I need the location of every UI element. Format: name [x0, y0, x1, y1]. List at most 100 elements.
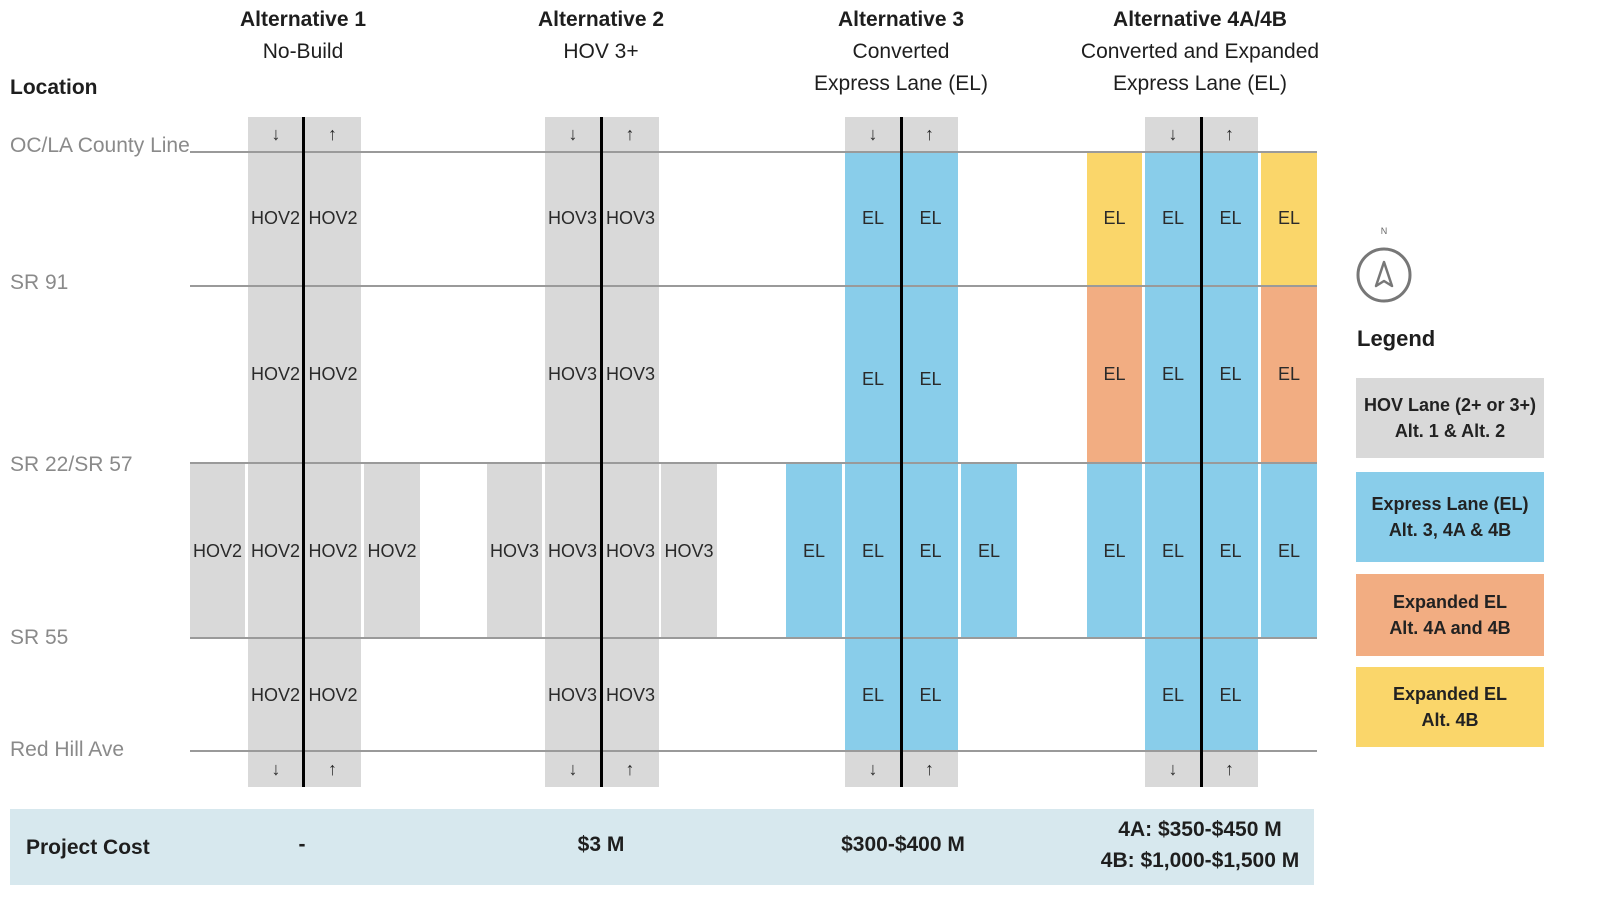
north-arrow-icon: ↑: [925, 124, 934, 144]
alt3-lane-label-cell: EL: [903, 296, 958, 463]
alt4-subtitle-1: Converted and Expanded: [1080, 40, 1320, 63]
lane-label: EL: [861, 684, 885, 705]
alt4-arrow-cell-sb-top: ↓: [1145, 117, 1201, 152]
alt2-arrow-cell-sb-bottom: ↓: [545, 752, 601, 787]
lane-label: HOV3: [547, 540, 598, 561]
alt4-arrow-cell-sb-bottom: ↓: [1145, 752, 1201, 787]
alt1-cost: -: [298, 833, 306, 856]
legend-sublabel: Alt. 1 & Alt. 2: [1394, 421, 1506, 441]
alt4-lane: EL: [1203, 464, 1258, 638]
alt2-lane: HOV3: [545, 152, 600, 285]
alt3-lane: EL: [961, 464, 1017, 638]
lane-label: EL: [1277, 364, 1301, 384]
alt3-subtitle-1: Converted: [852, 40, 950, 63]
alt2-cost: $3 M: [577, 833, 625, 856]
alt1-lane: HOV2: [248, 639, 303, 751]
lane-label: EL: [861, 540, 885, 561]
alt3-arrow-cell-nb-bottom: ↑: [901, 752, 958, 787]
north-arrow-icon: ↑: [1225, 124, 1234, 144]
location-line: [190, 637, 1317, 639]
lane-label: EL: [1161, 684, 1185, 705]
alt1-subtitle: No-Build: [262, 40, 344, 63]
south-arrow-icon: ↓: [1168, 759, 1178, 779]
alt2-lane: HOV3: [545, 639, 600, 751]
alt1-lane: HOV2: [305, 639, 361, 751]
alt2-lane: HOV3: [602, 286, 659, 463]
alt1-lane: HOV2: [364, 464, 420, 638]
alt4b-cost: 4B: $1,000-$1,500 M: [1100, 849, 1300, 872]
lane-label: EL: [919, 540, 942, 561]
legend-item-expanded-el-4b: Expanded EL Alt. 4B: [1356, 667, 1544, 747]
alt1-lane: HOV2: [190, 464, 245, 638]
north-arrow-compass-icon: N: [1356, 226, 1412, 303]
alt1-lane: HOV2: [248, 152, 303, 285]
lane-label: HOV2: [308, 684, 358, 705]
north-arrow-icon: ↑: [625, 759, 635, 779]
south-arrow-icon: ↓: [868, 124, 878, 144]
location-header: Location: [10, 76, 98, 99]
alt1-lane: HOV2: [248, 464, 303, 638]
compass-n-label: N: [1381, 226, 1388, 236]
alt4-arrow-cell-nb-top: ↑: [1201, 117, 1258, 152]
alt3-lane-label-cell: EL: [845, 152, 901, 285]
legend-label: Expanded EL: [1392, 592, 1508, 612]
alt4-lane-expanded-4a4b: EL: [1261, 286, 1317, 463]
legend-label: Express Lane (EL): [1371, 494, 1529, 514]
alt1-header: Alternative 1 No-Build: [153, 4, 453, 68]
lane-label: HOV3: [605, 684, 656, 705]
alt3-lane: EL: [903, 639, 958, 751]
alt1-arrow-cell-nb-bottom: ↑: [304, 752, 361, 787]
alt1-arrow-cell-sb-top: ↓: [248, 117, 304, 152]
lane-label: HOV3: [547, 208, 598, 228]
lane-label: EL: [1219, 684, 1242, 705]
alt4-lane-expanded-4b: EL: [1087, 152, 1142, 285]
alt1-lane: HOV2: [305, 286, 361, 463]
alt2-lane: HOV3: [602, 639, 659, 751]
lane-label: EL: [1219, 208, 1242, 228]
alt2-lane: HOV3: [661, 464, 717, 638]
legend-title: Legend: [1357, 326, 1436, 351]
lane-label: HOV2: [367, 540, 417, 561]
lane-label: EL: [919, 208, 942, 228]
alt3-header: Alternative 3 Converted Express Lane (EL…: [751, 4, 1051, 100]
lane-label: HOV3: [664, 540, 714, 561]
location-sr-22-sr-57: SR 22/SR 57: [10, 453, 133, 476]
legend-label: Expanded EL: [1392, 684, 1508, 704]
alt1-title: Alternative 1: [239, 8, 367, 31]
south-arrow-icon: ↓: [1168, 124, 1178, 144]
legend-sublabel: Alt. 3, 4A & 4B: [1388, 520, 1512, 540]
alt2-header: Alternative 2 HOV 3+: [451, 4, 751, 68]
alt3-median-line: [900, 117, 903, 787]
alt3-cost: $300-$400 M: [841, 833, 965, 856]
alt4-arrow-cell-nb-bottom: ↑: [1201, 752, 1258, 787]
lane-label: HOV2: [250, 208, 301, 228]
lane-label: EL: [1161, 540, 1185, 561]
legend-label: HOV Lane (2+ or 3+): [1363, 395, 1537, 415]
alt4-lane: EL: [1203, 639, 1258, 751]
alt4-lane: EL: [1145, 464, 1201, 638]
legend-sublabel: Alt. 4B: [1421, 710, 1479, 730]
project-cost-bar: [10, 809, 1314, 885]
lane-label: HOV2: [308, 208, 358, 228]
alt1-arrow-cell-nb-top: ↑: [304, 117, 361, 152]
alt1-lane: HOV2: [305, 152, 361, 285]
south-arrow-icon: ↓: [868, 759, 878, 779]
alt3-lane: [903, 152, 958, 463]
lane-label: EL: [861, 208, 885, 228]
alt1-arrow-cell-sb-bottom: ↓: [248, 752, 304, 787]
alt4-subtitle-2: Express Lane (EL): [1113, 72, 1287, 95]
alt3-lane-label-cell: EL: [903, 152, 958, 285]
north-arrow-icon: ↑: [925, 759, 934, 779]
lane-label: EL: [802, 540, 826, 561]
alt3-lane: EL: [845, 639, 901, 751]
alt3-lane-label-cell: EL: [845, 296, 901, 463]
alt4-lane-expanded-4a4b: EL: [1087, 286, 1142, 463]
lane-label: EL: [1277, 540, 1301, 561]
alt4-lane: EL: [1145, 286, 1201, 463]
lane-label: HOV3: [605, 540, 656, 561]
lane-label: HOV3: [605, 208, 656, 228]
alt4-lane: EL: [1261, 464, 1317, 638]
alt2-arrow-cell-nb-top: ↑: [601, 117, 659, 152]
lane-label: EL: [1161, 208, 1185, 228]
